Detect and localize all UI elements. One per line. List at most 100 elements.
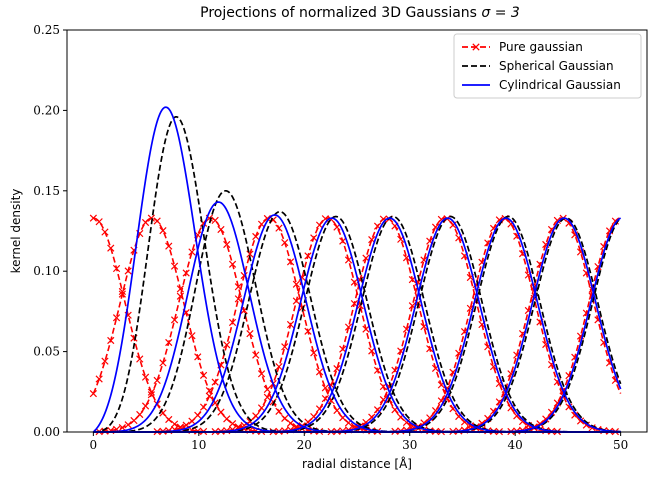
pure-gaussian-marker (362, 325, 370, 333)
pure-gaussian-marker (188, 332, 196, 340)
pure-gaussian-marker (507, 220, 515, 228)
pure-gaussian-marker (182, 269, 190, 277)
pure-gaussian-marker (118, 287, 126, 296)
pure-gaussian-marker (553, 399, 561, 407)
pure-gaussian-marker (542, 415, 550, 423)
pure-gaussian-marker (286, 258, 295, 266)
pure-gaussian-marker (205, 392, 213, 400)
legend-label: Cylindrical Gaussian (499, 78, 621, 92)
pure-gaussian-marker (339, 345, 347, 353)
pure-gaussian-marker (194, 427, 202, 435)
pure-gaussian-marker (252, 232, 260, 241)
pure-gaussian-marker (281, 239, 289, 247)
pure-gaussian-marker (194, 411, 202, 419)
pure-gaussian-marker (513, 412, 521, 420)
pure-gaussian-marker (275, 407, 283, 416)
y-tick-label: 0.25 (33, 23, 60, 37)
legend-marker (472, 43, 480, 51)
pure-gaussian-marker (292, 297, 300, 305)
pure-gaussian-marker (211, 216, 219, 225)
pure-gaussian-marker (362, 418, 370, 427)
pure-gaussian-marker (257, 404, 266, 412)
y-tick-label: 0.05 (33, 345, 60, 359)
pure-gaussian-marker (333, 406, 341, 415)
spherical-gaussian-line (93, 210, 621, 433)
pure-gaussian-marker (339, 237, 347, 245)
y-tick-label: 0.00 (33, 425, 60, 439)
pure-gaussian-marker (292, 280, 300, 288)
pure-gaussian-marker (234, 295, 242, 303)
x-tick-label: 40 (508, 438, 523, 452)
pure-gaussian-marker (344, 256, 353, 264)
y-tick-label: 0.15 (33, 184, 60, 198)
x-tick-label: 20 (297, 438, 312, 452)
pure-gaussian-marker (576, 417, 585, 425)
pure-gaussian-marker (228, 260, 237, 268)
pure-gaussian-marker (159, 359, 167, 367)
pure-gaussian-marker (228, 420, 237, 428)
pure-gaussian-marker (571, 411, 579, 419)
pure-gaussian-marker (223, 240, 231, 249)
pure-gaussian-marker (310, 234, 318, 242)
spherical-gaussian-line (93, 215, 621, 433)
pure-gaussian-marker (101, 228, 109, 236)
pure-gaussian-marker (141, 402, 150, 410)
pure-gaussian-marker (263, 214, 271, 223)
y-axis-label: kernel density (9, 189, 23, 274)
pure-gaussian-marker (165, 338, 173, 347)
pure-gaussian-marker (188, 248, 196, 256)
legend-label: Spherical Gaussian (499, 59, 614, 73)
x-axis-label: radial distance [Å] (302, 456, 412, 471)
pure-gaussian-marker (118, 290, 126, 298)
pure-gaussian-marker (315, 368, 324, 376)
pure-gaussian-marker (350, 299, 358, 308)
pure-gaussian-marker (286, 320, 295, 329)
pure-gaussian-marker (136, 355, 144, 363)
pure-gaussian-marker (165, 242, 173, 250)
pure-gaussian-marker (165, 415, 173, 424)
pure-gaussian-marker (141, 373, 150, 381)
pure-gaussian-marker (426, 414, 434, 422)
pure-gaussian-marker (304, 327, 312, 335)
pure-gaussian-marker (315, 221, 324, 229)
pure-gaussian-marker (263, 393, 271, 401)
pure-gaussian-marker (286, 419, 295, 427)
pure-gaussian-marker (170, 420, 179, 428)
pure-gaussian-marker (89, 214, 97, 222)
pure-gaussian-marker (275, 363, 283, 371)
pure-gaussian-marker (373, 366, 382, 374)
pure-gaussian-marker (246, 330, 254, 338)
y-tick-label: 0.10 (33, 264, 60, 278)
pure-gaussian-marker (176, 285, 184, 293)
pure-gaussian-marker (194, 353, 202, 361)
y-tick-label: 0.20 (33, 103, 60, 117)
pure-gaussian-marker (460, 418, 469, 426)
x-tick-label: 30 (402, 438, 417, 452)
pure-gaussian-marker (350, 278, 358, 286)
pure-gaussian-marker (257, 370, 266, 378)
pure-gaussian-marker (170, 262, 179, 270)
pure-gaussian-marker (565, 403, 573, 411)
pure-gaussian-marker (95, 218, 103, 226)
pure-gaussian-marker (199, 403, 208, 411)
pure-gaussian-marker (547, 408, 556, 416)
pure-gaussian-marker (310, 349, 318, 357)
pure-gaussian-marker (223, 341, 231, 349)
pure-gaussian-marker (553, 216, 561, 225)
plot-frame (66, 29, 648, 433)
pure-gaussian-marker (281, 414, 289, 422)
pure-gaussian-marker (89, 389, 97, 398)
pure-gaussian-marker (130, 416, 138, 425)
axes-layer: 0 10 20 30 40 50 0.00 0.05 0.10 0.15 0.20 0.25 (33, 23, 628, 452)
x-tick-label: 10 (191, 438, 206, 452)
pure-gaussian-marker (321, 384, 329, 392)
pure-gaussian-marker (228, 318, 237, 327)
pure-gaussian-marker (547, 225, 556, 234)
pure-gaussian-marker (344, 323, 353, 331)
pure-gaussian-marker (107, 244, 115, 252)
pure-gaussian-marker (252, 351, 260, 359)
pure-gaussian-marker (153, 376, 161, 385)
pure-gaussian-marker (147, 214, 155, 222)
pure-gaussian-marker (176, 292, 184, 300)
